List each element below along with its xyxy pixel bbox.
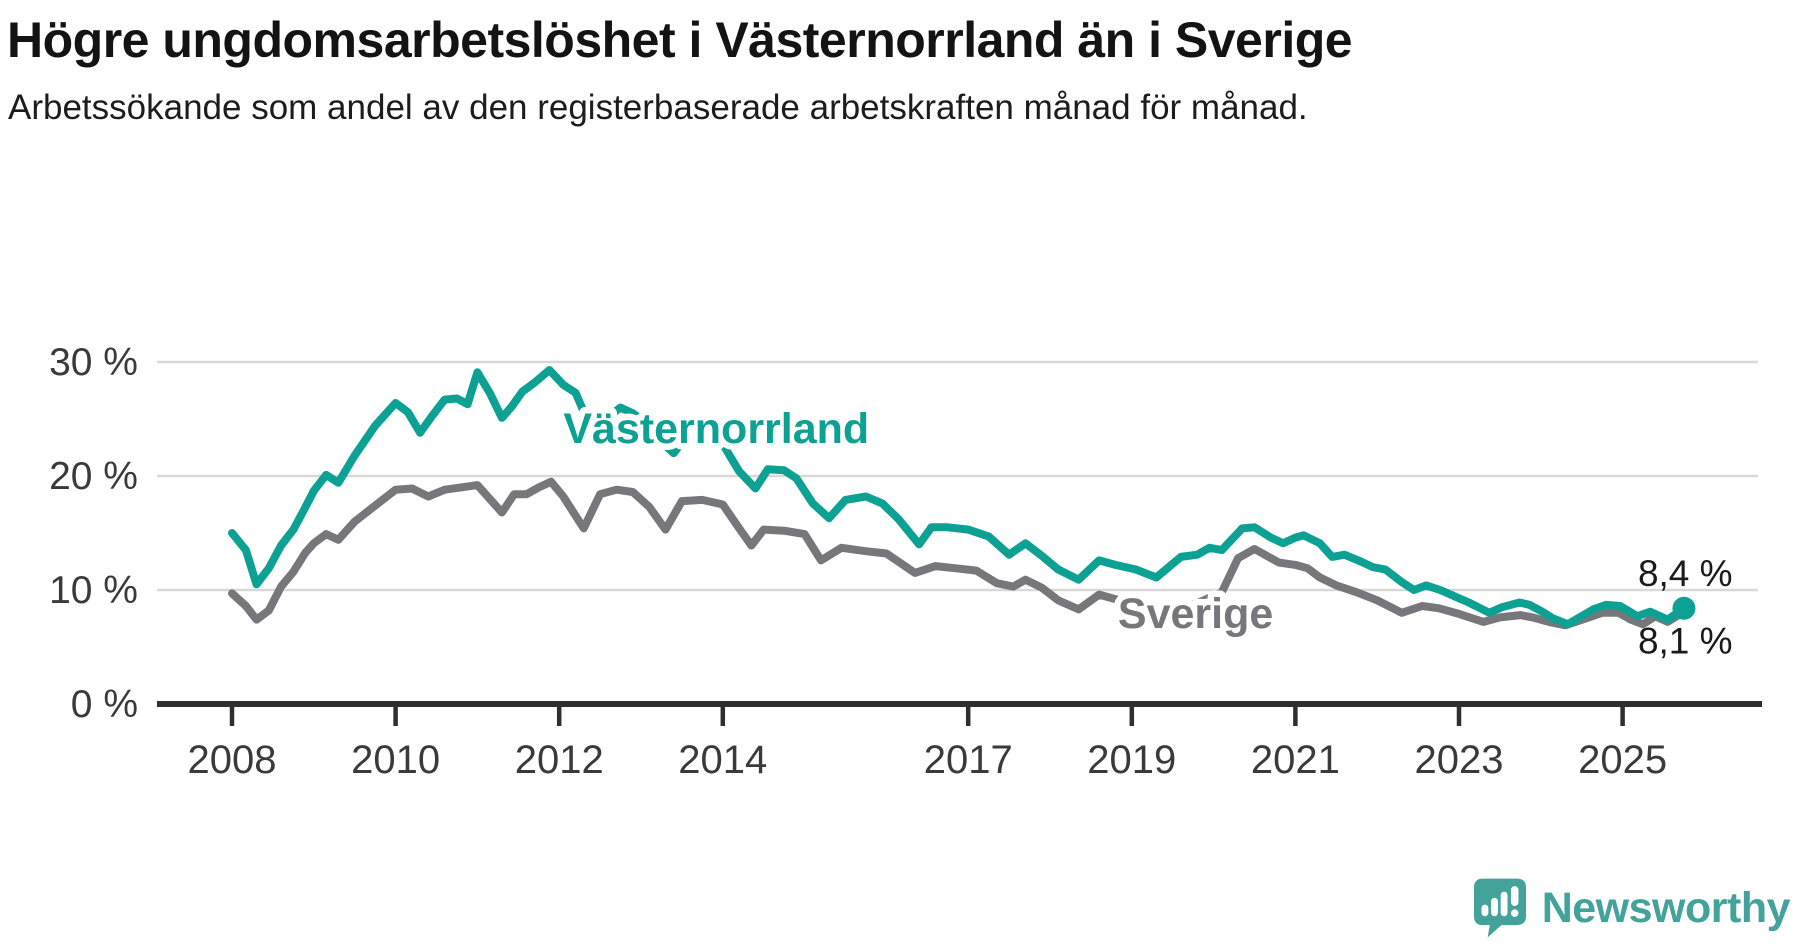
chart-subtitle: Arbetssökande som andel av den registerb…	[8, 88, 1308, 127]
chart-header: Högre ungdomsarbetslöshet i Västernorrla…	[7, 4, 1353, 134]
x-axis-label-2019: 2019	[1087, 738, 1176, 782]
end-value-label-sverige: 8,1 %	[1638, 621, 1733, 662]
series-line-sverige	[228, 477, 1688, 630]
x-axis-label-2010: 2010	[351, 738, 440, 782]
y-axis-label-0: 0 %	[71, 683, 138, 726]
series-label-vasternorrland: Västernorrland	[563, 405, 869, 453]
brand-name: Newsworthy	[1541, 883, 1791, 932]
series-line-vasternorrland	[228, 366, 1688, 629]
y-axis-label-20: 20 %	[49, 455, 138, 498]
x-axis-label-2025: 2025	[1578, 738, 1667, 782]
brand-footer: Newsworthy	[1473, 878, 1791, 938]
x-axis-label-2017: 2017	[924, 738, 1013, 782]
x-axis-label-2021: 2021	[1251, 738, 1340, 782]
x-axis-label-2023: 2023	[1415, 738, 1504, 782]
y-axis-label-30: 30 %	[49, 341, 138, 384]
end-value-label-vasternorrland: 8,4 %	[1638, 553, 1733, 594]
y-axis-label-10: 10 %	[49, 569, 138, 612]
x-axis-label-2014: 2014	[678, 738, 767, 782]
x-axis-label-2008: 2008	[188, 738, 277, 782]
x-axis-label-2012: 2012	[515, 738, 604, 782]
newsworthy-logo-icon	[1473, 878, 1526, 938]
series-label-sverige: Sverige	[1118, 590, 1273, 638]
chart-title: Högre ungdomsarbetslöshet i Västernorrla…	[7, 12, 1353, 68]
series-end-dot-vasternorrland	[1672, 596, 1696, 620]
